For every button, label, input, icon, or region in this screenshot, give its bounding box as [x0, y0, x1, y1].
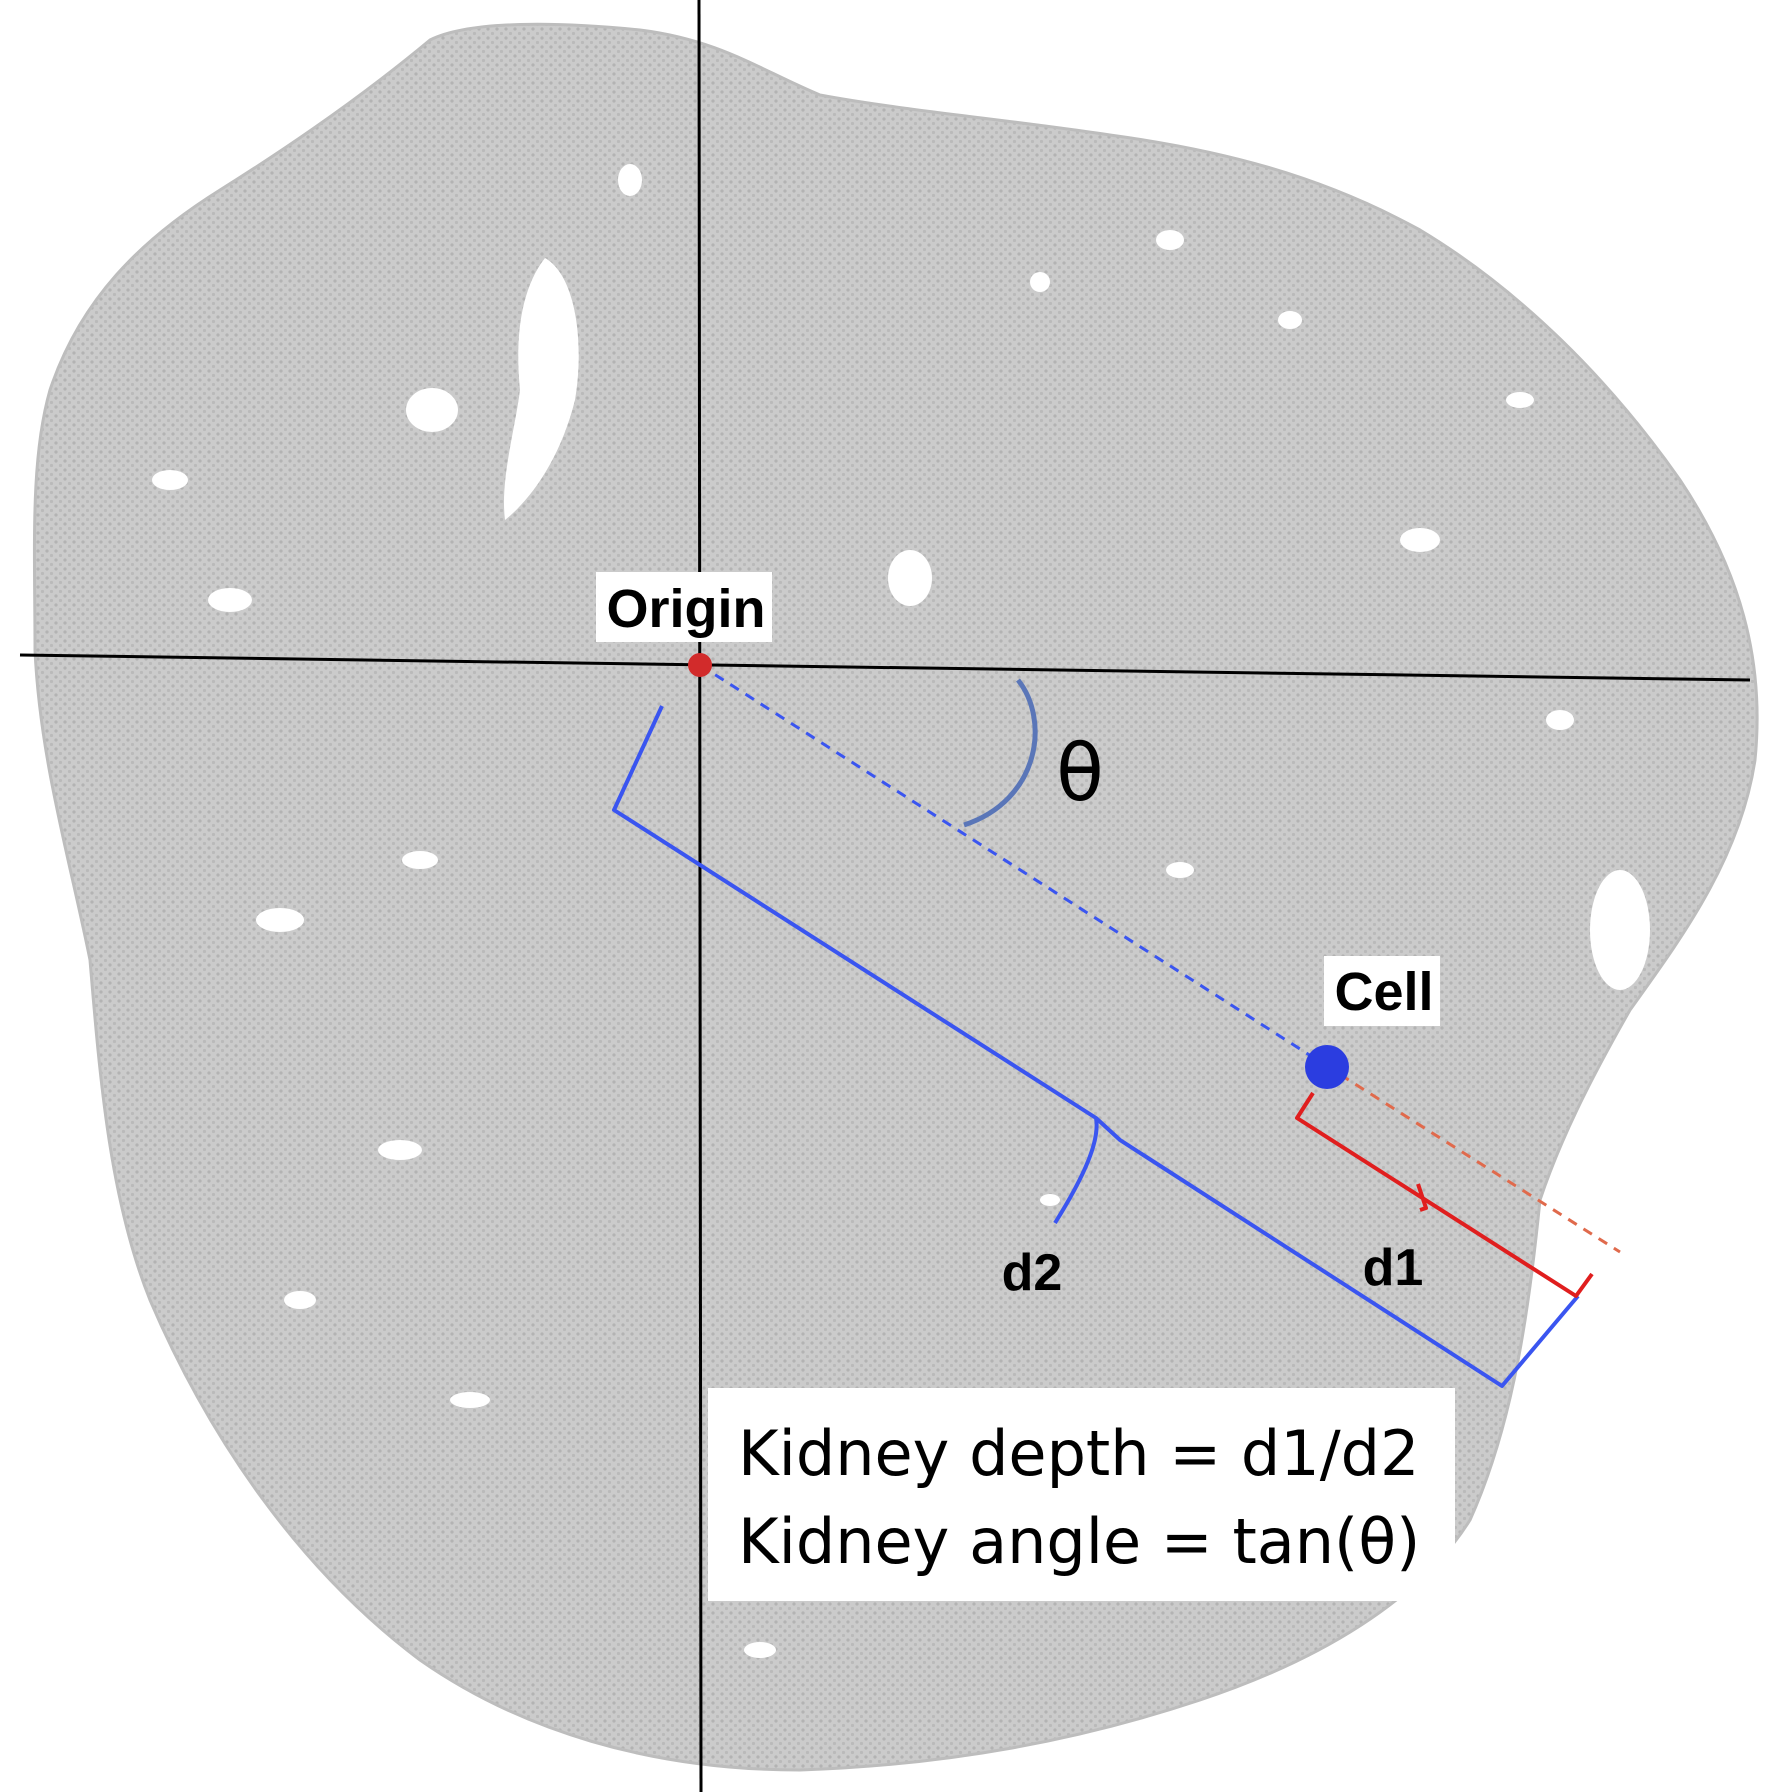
d2-bracket	[612, 705, 1580, 1388]
cell-label-bg	[1324, 956, 1440, 1026]
cell-label: Cell	[1334, 962, 1433, 1022]
formula-box: Kidney depth = d1/d2 Kidney angle = tan(…	[708, 1388, 1455, 1601]
kidney-depth-formula: Kidney depth = d1/d2	[738, 1417, 1420, 1490]
kidney-angle-formula: Kidney angle = tan(θ)	[738, 1505, 1421, 1578]
vertical-axis	[697, 0, 703, 1792]
tissue-vessel-spaces	[152, 164, 1650, 1658]
origin-label: Origin	[607, 579, 766, 639]
d2-label: d2	[1002, 1244, 1063, 1302]
d1-label: d1	[1363, 1239, 1424, 1297]
theta-label: θ	[1056, 729, 1104, 819]
cell-point	[1305, 1045, 1349, 1089]
d1-bracket	[1295, 1091, 1594, 1298]
theta-arc	[963, 678, 1038, 828]
radial-line-outer	[1324, 1063, 1621, 1254]
origin-label-bg	[596, 572, 772, 642]
radial-line-inner	[699, 663, 1326, 1067]
horizontal-axis	[19, 653, 1751, 682]
origin-point	[688, 653, 712, 677]
